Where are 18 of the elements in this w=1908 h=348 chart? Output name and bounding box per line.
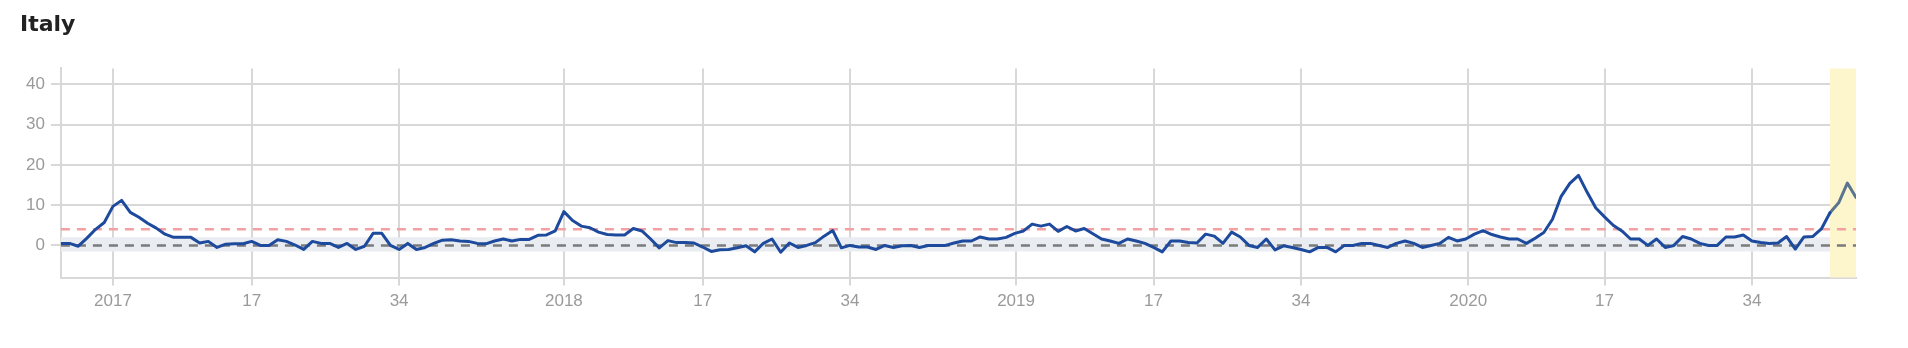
x-tick-label: 2020 [1449,291,1488,311]
x-tick-label: 2018 [544,291,583,311]
x-tick-label: 17 [693,291,713,311]
y-tick-label: 20 [25,154,45,174]
x-tick-label: 17 [242,291,262,311]
x-tick-label: 2019 [997,291,1035,311]
x-tick-label: 34 [1291,291,1311,311]
y-tick-label: 0 [35,235,45,255]
x-tick-label: 2017 [94,291,132,311]
x-tick-label: 17 [1144,291,1164,311]
y-tick-label: 40 [25,74,45,94]
y-tick-label: 30 [25,114,45,134]
x-tick-label: 34 [1742,291,1762,311]
x-tick-label: 34 [840,291,860,311]
chart-title: Italy [20,10,76,36]
y-tick-label: 10 [25,194,45,214]
x-tick-label: 17 [1595,291,1614,311]
x-tick-label: 34 [389,291,409,311]
